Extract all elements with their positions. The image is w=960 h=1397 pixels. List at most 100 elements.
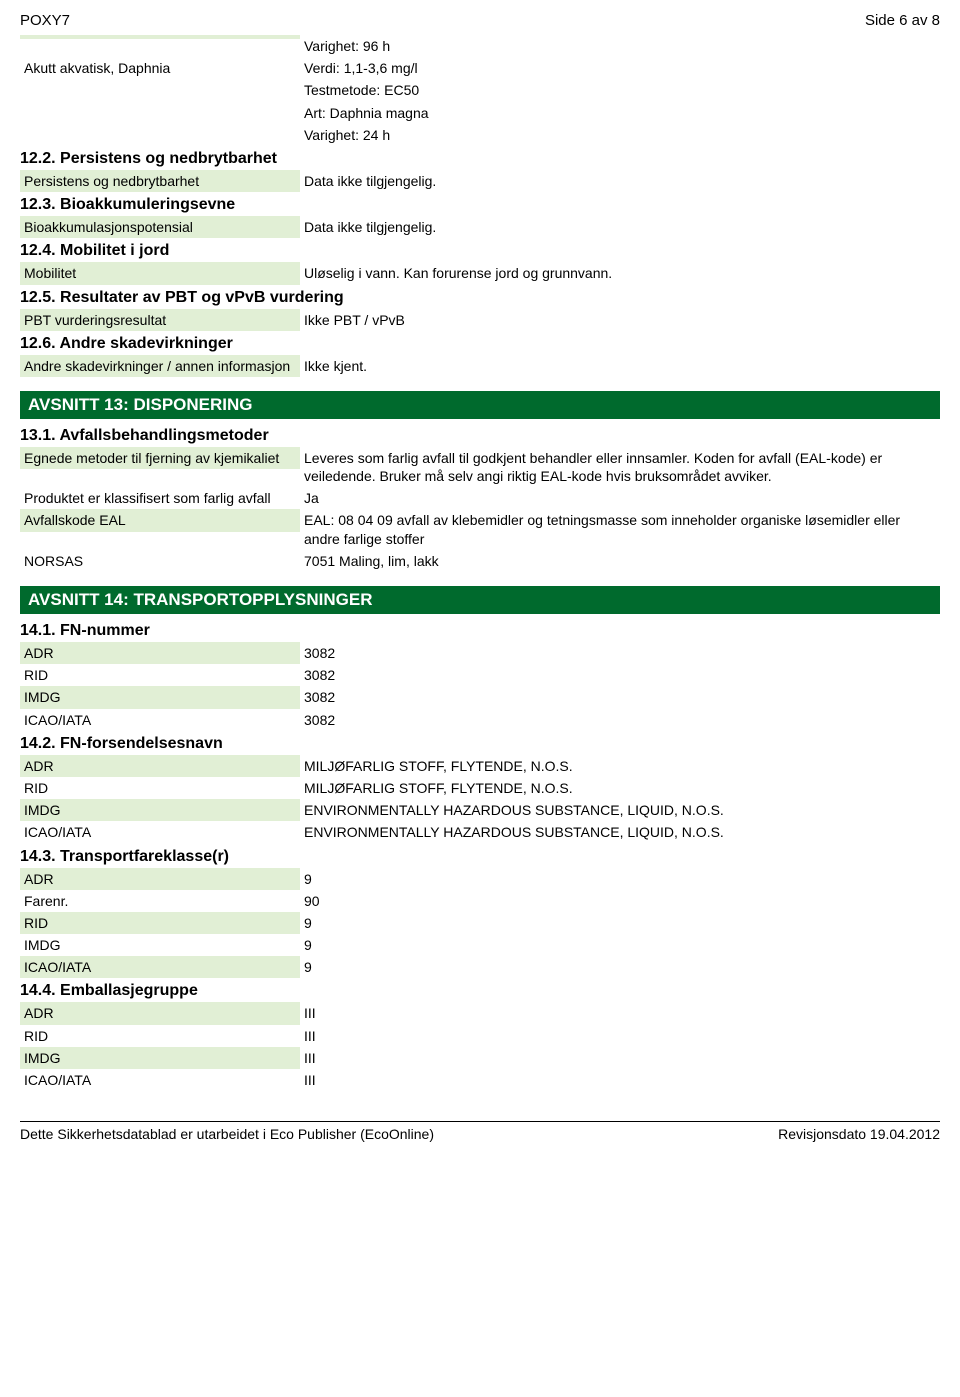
subsection-12-3: 12.3. Bioakkumuleringsevne	[20, 192, 940, 216]
data-row: ADR3082	[20, 642, 940, 664]
row-value: MILJØFARLIG STOFF, FLYTENDE, N.O.S.	[300, 777, 940, 799]
row-value: 3082	[300, 664, 940, 686]
data-row: Akutt akvatisk, DaphniaVerdi: 1,1-3,6 mg…	[20, 57, 940, 79]
subsection-13-1: 13.1. Avfallsbehandlingsmetoder	[20, 423, 940, 447]
subsection-12-5: 12.5. Resultater av PBT og vPvB vurderin…	[20, 285, 940, 309]
row-value: ENVIRONMENTALLY HAZARDOUS SUBSTANCE, LIQ…	[300, 799, 940, 821]
row-value: 7051 Maling, lim, lakk	[300, 550, 940, 572]
subsection-14-2: 14.2. FN-forsendelsesnavn	[20, 731, 940, 755]
data-row: Varighet: 24 h	[20, 124, 940, 146]
data-row: ADRIII	[20, 1002, 940, 1024]
rows-14-4: ADRIIIRIDIIIIMDGIIIICAO/IATAIII	[20, 1002, 940, 1091]
row-value: 9	[300, 868, 940, 890]
data-row: IMDGIII	[20, 1047, 940, 1069]
data-row: NORSAS7051 Maling, lim, lakk	[20, 550, 940, 572]
subsection-14-1: 14.1. FN-nummer	[20, 618, 940, 642]
row-label: IMDG	[20, 934, 300, 956]
footer-left: Dette Sikkerhetsdatablad er utarbeidet i…	[20, 1126, 434, 1142]
row-label: NORSAS	[20, 550, 300, 572]
row-value: III	[300, 1025, 940, 1047]
rows-12-5: PBT vurderingsresultatIkke PBT / vPvB	[20, 309, 940, 331]
row-label: ADR	[20, 642, 300, 664]
row-label: Akutt akvatisk, Daphnia	[20, 57, 300, 79]
data-row: Avfallskode EALEAL: 08 04 09 avfall av k…	[20, 509, 940, 549]
row-label: RID	[20, 777, 300, 799]
row-label: RID	[20, 664, 300, 686]
row-value: Data ikke tilgjengelig.	[300, 170, 940, 192]
data-row: Testmetode: EC50	[20, 79, 940, 101]
data-row: Art: Daphnia magna	[20, 102, 940, 124]
header-right: Side 6 av 8	[865, 12, 940, 29]
data-row: Egnede metoder til fjerning av kjemikali…	[20, 447, 940, 487]
row-label: ADR	[20, 1002, 300, 1024]
row-value: III	[300, 1069, 940, 1091]
row-label: Andre skadevirkninger / annen informasjo…	[20, 355, 300, 377]
subsection-12-4: 12.4. Mobilitet i jord	[20, 238, 940, 262]
rows-14-2: ADRMILJØFARLIG STOFF, FLYTENDE, N.O.S.RI…	[20, 755, 940, 844]
data-row: Persistens og nedbrytbarhetData ikke til…	[20, 170, 940, 192]
header-left: POXY7	[20, 12, 70, 29]
data-row: Produktet er klassifisert som farlig avf…	[20, 487, 940, 509]
row-label: Farenr.	[20, 890, 300, 912]
data-row: ICAO/IATAIII	[20, 1069, 940, 1091]
row-value: Leveres som farlig avfall til godkjent b…	[300, 447, 940, 487]
row-label: Bioakkumulasjonspotensial	[20, 216, 300, 238]
row-label: Mobilitet	[20, 262, 300, 284]
data-row: IMDG3082	[20, 686, 940, 708]
row-label: Persistens og nedbrytbarhet	[20, 170, 300, 192]
data-row: RIDIII	[20, 1025, 940, 1047]
row-label: IMDG	[20, 799, 300, 821]
row-label: ICAO/IATA	[20, 1069, 300, 1091]
row-value: 9	[300, 912, 940, 934]
row-value: Art: Daphnia magna	[300, 102, 940, 124]
row-label: Produktet er klassifisert som farlig avf…	[20, 487, 300, 509]
data-row: ICAO/IATA3082	[20, 709, 940, 731]
row-value: 90	[300, 890, 940, 912]
row-value: Varighet: 96 h	[300, 35, 940, 57]
row-label: RID	[20, 912, 300, 934]
row-value: 3082	[300, 686, 940, 708]
data-row: ICAO/IATAENVIRONMENTALLY HAZARDOUS SUBST…	[20, 821, 940, 843]
row-value: Uløselig i vann. Kan forurense jord og g…	[300, 262, 940, 284]
row-value: III	[300, 1047, 940, 1069]
page-header: POXY7 Side 6 av 8	[20, 12, 940, 29]
row-label: Avfallskode EAL	[20, 509, 300, 531]
data-row: IMDG9	[20, 934, 940, 956]
subsection-14-3: 14.3. Transportfareklasse(r)	[20, 844, 940, 868]
data-row: RID3082	[20, 664, 940, 686]
row-label: IMDG	[20, 1047, 300, 1069]
data-row: ADR9	[20, 868, 940, 890]
row-value: 9	[300, 934, 940, 956]
row-label: ADR	[20, 868, 300, 890]
row-value: Verdi: 1,1-3,6 mg/l	[300, 57, 940, 79]
row-value: III	[300, 1002, 940, 1024]
row-value: Testmetode: EC50	[300, 79, 940, 101]
page-footer: Dette Sikkerhetsdatablad er utarbeidet i…	[20, 1121, 940, 1142]
row-value: Data ikke tilgjengelig.	[300, 216, 940, 238]
rows-12-3: BioakkumulasjonspotensialData ikke tilgj…	[20, 216, 940, 238]
data-row: BioakkumulasjonspotensialData ikke tilgj…	[20, 216, 940, 238]
row-value: ENVIRONMENTALLY HAZARDOUS SUBSTANCE, LIQ…	[300, 821, 940, 843]
rows-12-2: Persistens og nedbrytbarhetData ikke til…	[20, 170, 940, 192]
data-row: MobilitetUløselig i vann. Kan forurense …	[20, 262, 940, 284]
row-label: ICAO/IATA	[20, 956, 300, 978]
footer-right: Revisjonsdato 19.04.2012	[778, 1126, 940, 1142]
rows-14-3: ADR9Farenr.90RID9IMDG9ICAO/IATA9	[20, 868, 940, 979]
rows-12-6: Andre skadevirkninger / annen informasjo…	[20, 355, 940, 377]
row-value: Ikke PBT / vPvB	[300, 309, 940, 331]
row-label: ADR	[20, 755, 300, 777]
row-label	[20, 79, 300, 83]
rows-14-1: ADR3082RID3082IMDG3082ICAO/IATA3082	[20, 642, 940, 731]
data-row: ICAO/IATA9	[20, 956, 940, 978]
row-value: Varighet: 24 h	[300, 124, 940, 146]
data-row: Andre skadevirkninger / annen informasjo…	[20, 355, 940, 377]
row-value: Ja	[300, 487, 940, 509]
data-row: IMDGENVIRONMENTALLY HAZARDOUS SUBSTANCE,…	[20, 799, 940, 821]
row-label	[20, 35, 300, 39]
row-value: 3082	[300, 709, 940, 731]
row-label	[20, 102, 300, 106]
top-rows: Varighet: 96 hAkutt akvatisk, DaphniaVer…	[20, 35, 940, 146]
row-label: ICAO/IATA	[20, 821, 300, 843]
rows-13: Egnede metoder til fjerning av kjemikali…	[20, 447, 940, 572]
data-row: PBT vurderingsresultatIkke PBT / vPvB	[20, 309, 940, 331]
